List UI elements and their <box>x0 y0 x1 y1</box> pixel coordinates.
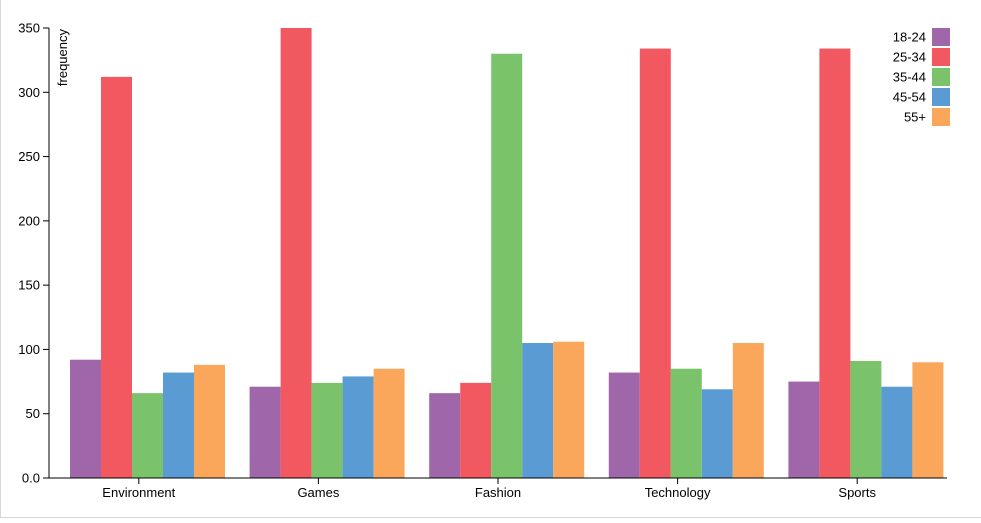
legend-label: 55+ <box>904 110 926 125</box>
bar-technology-35-44 <box>670 368 702 478</box>
legend-swatch <box>932 108 950 126</box>
bar-sports-55plus <box>912 362 944 478</box>
bar-sports-45-54 <box>881 386 913 478</box>
y-tick-label: 0.0 <box>22 471 40 486</box>
bar-games-45-54 <box>342 376 374 478</box>
bar-group-fashion <box>429 53 585 478</box>
legend-item: 55+ <box>904 108 950 126</box>
y-axis: 0.0 50 100 150 200 250 300 350 <box>18 21 50 486</box>
bar-fashion-55plus <box>553 341 585 478</box>
bar-games-18-24 <box>249 386 281 478</box>
legend-item: 45-54 <box>893 88 950 106</box>
bar-fashion-45-54 <box>522 343 554 478</box>
x-axis: Environment Games Fashion Technology Sports <box>49 477 947 500</box>
legend-swatch <box>932 48 950 66</box>
bar-sports-25-34 <box>819 48 851 478</box>
bar-fashion-35-44 <box>491 53 523 478</box>
y-tick-label: 250 <box>18 149 40 164</box>
x-tick-label-environment: Environment <box>102 485 175 500</box>
legend-item: 25-34 <box>893 48 950 66</box>
bar-fashion-18-24 <box>429 393 461 478</box>
bar-sports-35-44 <box>850 361 882 478</box>
bar-environment-35-44 <box>132 393 163 478</box>
bar-environment-45-54 <box>163 372 194 478</box>
y-tick-label: 100 <box>18 342 40 357</box>
bar-environment-25-34 <box>101 76 132 478</box>
legend-label: 35-44 <box>893 70 926 85</box>
bar-sports-18-24 <box>788 381 820 478</box>
x-tick-label-sports: Sports <box>838 485 876 500</box>
bar-technology-25-34 <box>639 48 671 478</box>
legend-swatch <box>932 68 950 86</box>
legend-label: 45-54 <box>893 90 926 105</box>
bar-games-55plus <box>373 368 405 478</box>
x-tick-label-technology: Technology <box>645 485 711 500</box>
x-tick-label-games: Games <box>297 485 339 500</box>
bar-technology-18-24 <box>608 372 640 478</box>
bar-games-35-44 <box>311 382 343 478</box>
bar-games-25-34 <box>280 28 312 478</box>
bar-group-games <box>249 28 405 478</box>
bar-environment-55plus <box>194 364 225 478</box>
y-tick-label: 350 <box>18 21 40 36</box>
legend-label: 25-34 <box>893 50 926 65</box>
bars-layer <box>70 28 944 478</box>
legend-swatch <box>932 28 950 46</box>
legend-item: 18-24 <box>893 28 950 46</box>
y-axis-label: frequency <box>55 29 70 87</box>
bar-group-sports <box>788 48 944 478</box>
y-tick-label: 200 <box>18 213 40 228</box>
legend-label: 18-24 <box>893 30 926 45</box>
bar-technology-45-54 <box>701 389 733 478</box>
bar-environment-18-24 <box>70 359 101 478</box>
x-tick-label-fashion: Fashion <box>475 485 521 500</box>
legend-swatch <box>932 88 950 106</box>
y-tick-label: 50 <box>26 406 40 421</box>
y-tick-label: 150 <box>18 278 40 293</box>
bar-group-environment <box>70 76 225 478</box>
bar-fashion-25-34 <box>460 382 492 478</box>
legend-item: 35-44 <box>893 68 950 86</box>
bar-group-technology <box>608 48 764 478</box>
bar-technology-55plus <box>732 343 764 478</box>
legend: 18-24 25-34 35-44 45-54 55+ <box>893 28 950 126</box>
y-tick-label: 300 <box>18 85 40 100</box>
